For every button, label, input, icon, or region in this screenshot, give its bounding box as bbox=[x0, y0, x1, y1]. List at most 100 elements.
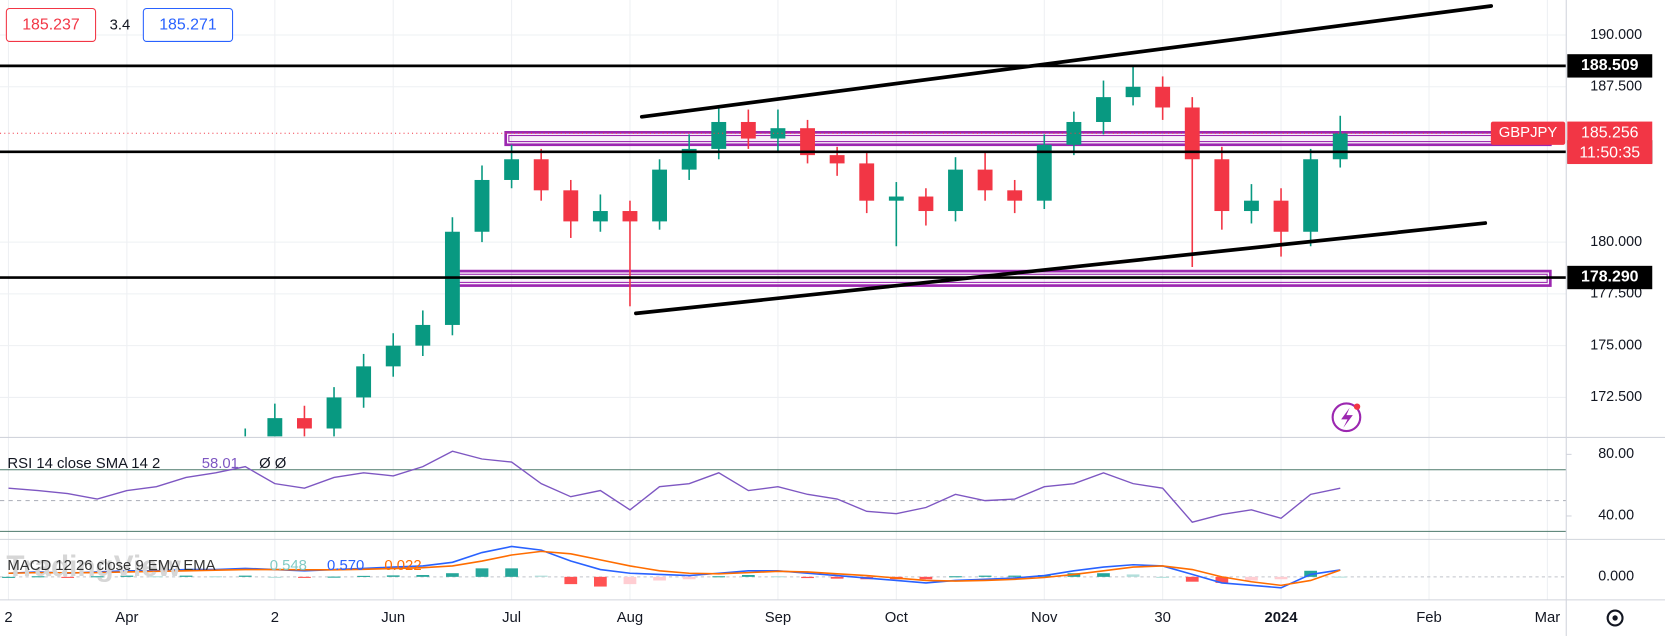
candle-body bbox=[888, 196, 904, 201]
histogram-bar bbox=[298, 576, 311, 578]
candle-body bbox=[267, 418, 283, 437]
histogram-bar bbox=[653, 576, 666, 581]
rsi-pane bbox=[0, 450, 1567, 532]
histogram-bar bbox=[209, 576, 223, 578]
histogram-bar bbox=[1274, 576, 1288, 580]
countdown: 11:50:35 bbox=[1579, 145, 1640, 162]
bid-box[interactable] bbox=[5, 7, 97, 42]
candle-body bbox=[415, 324, 431, 346]
histogram-bar bbox=[61, 576, 75, 578]
y-tick-label: 40.00 bbox=[1598, 508, 1634, 524]
histogram-bar bbox=[446, 573, 459, 577]
histogram-bar bbox=[1097, 573, 1110, 577]
candle-body bbox=[652, 169, 667, 222]
candle-body bbox=[800, 128, 815, 156]
candle-body bbox=[1303, 159, 1319, 232]
histogram-bar bbox=[771, 576, 785, 578]
bid-price: 185.237 bbox=[22, 17, 80, 34]
histogram-bar bbox=[712, 576, 726, 578]
x-tick-label: 30 bbox=[1154, 610, 1171, 626]
settings-icon[interactable] bbox=[1606, 609, 1624, 627]
candle-body bbox=[533, 159, 549, 191]
y-tick-label: 175.000 bbox=[1590, 337, 1642, 353]
candle-body bbox=[356, 366, 372, 398]
rsi-line bbox=[8, 450, 1341, 523]
macd-line bbox=[8, 545, 1341, 589]
macd-legend-value: 0.548 bbox=[270, 558, 307, 574]
trendline bbox=[639, 4, 1494, 119]
histogram-bar bbox=[416, 575, 430, 577]
y-tick-label: 190.000 bbox=[1590, 27, 1642, 43]
histogram-bar bbox=[978, 575, 992, 577]
x-tick-label: Jul bbox=[502, 610, 521, 626]
candle-body bbox=[711, 121, 727, 149]
candle-body bbox=[149, 522, 164, 553]
x-tick-label: Jun bbox=[381, 610, 405, 626]
histogram-bar bbox=[268, 576, 282, 578]
candle-body bbox=[385, 345, 401, 367]
candle-body bbox=[1036, 144, 1052, 201]
symbol-box bbox=[1490, 121, 1566, 145]
histogram-bar bbox=[919, 576, 933, 580]
candle-body bbox=[1007, 190, 1023, 201]
histogram-bar bbox=[179, 575, 193, 577]
histogram-bar bbox=[1156, 576, 1170, 578]
histogram-bar bbox=[830, 576, 844, 579]
candle-body bbox=[563, 190, 579, 222]
histogram-bar bbox=[1008, 575, 1022, 577]
histogram-bar bbox=[386, 575, 400, 577]
histogram-bar bbox=[741, 575, 755, 577]
alert-dot bbox=[1353, 403, 1361, 410]
histogram-bar bbox=[949, 576, 962, 578]
x-tick-label: Aug bbox=[617, 610, 643, 626]
candle-body bbox=[859, 163, 875, 201]
histogram-bar bbox=[682, 576, 696, 580]
level-label-box bbox=[1567, 54, 1653, 78]
rsi-extra: Ø Ø bbox=[259, 456, 287, 472]
histogram-bar bbox=[1185, 576, 1199, 582]
histogram-bar bbox=[475, 568, 489, 577]
candle-body bbox=[592, 211, 608, 222]
zone bbox=[504, 131, 1552, 147]
candle-body bbox=[1096, 97, 1111, 122]
ask-price: 185.271 bbox=[159, 17, 217, 34]
histogram-bar bbox=[1215, 576, 1229, 583]
x-tick-label: 2 bbox=[4, 610, 12, 626]
candle-body bbox=[238, 439, 253, 470]
signal-line bbox=[8, 550, 1341, 587]
histogram-bar bbox=[801, 576, 814, 579]
candle-body bbox=[31, 594, 46, 615]
candle-body bbox=[1332, 133, 1348, 160]
trendline bbox=[634, 221, 1488, 316]
macd-legend-value: 0.022 bbox=[384, 558, 421, 574]
histogram-bar bbox=[238, 575, 252, 577]
symbol-label: GBPJPY bbox=[1499, 125, 1558, 141]
candle-body bbox=[1214, 159, 1230, 212]
candle-body bbox=[829, 155, 845, 164]
histogram-bar bbox=[90, 576, 104, 578]
histogram-bar bbox=[1333, 576, 1347, 578]
histogram-bar bbox=[1126, 574, 1140, 577]
last-price-box bbox=[1567, 121, 1653, 165]
candle-body bbox=[474, 179, 490, 232]
y-tick-label: 180.000 bbox=[1590, 234, 1642, 250]
rsi-title: RSI 14 close SMA 14 2 bbox=[7, 456, 160, 472]
y-tick-label: 187.500 bbox=[1590, 79, 1642, 95]
histogram-bar bbox=[327, 576, 341, 578]
y-tick-label: 0.000 bbox=[1598, 569, 1634, 585]
y-tick-label: 177.500 bbox=[1590, 286, 1642, 302]
x-tick-label: 2 bbox=[271, 610, 279, 626]
candle-body bbox=[1066, 121, 1082, 145]
ask-box[interactable] bbox=[142, 7, 234, 42]
y-tick-label: 80.00 bbox=[1598, 446, 1634, 462]
x-tick-label: Oct bbox=[885, 610, 909, 626]
macd-title: MACD 12 26 close 9 EMA EMA bbox=[7, 558, 215, 574]
x-tick-label: Feb bbox=[1416, 610, 1442, 626]
level-label: 188.509 bbox=[1581, 57, 1639, 74]
settings-icon-center bbox=[1612, 615, 1618, 621]
candle-body bbox=[504, 159, 520, 180]
candle-body bbox=[918, 196, 934, 212]
x-tick-label: Sep bbox=[765, 610, 791, 626]
